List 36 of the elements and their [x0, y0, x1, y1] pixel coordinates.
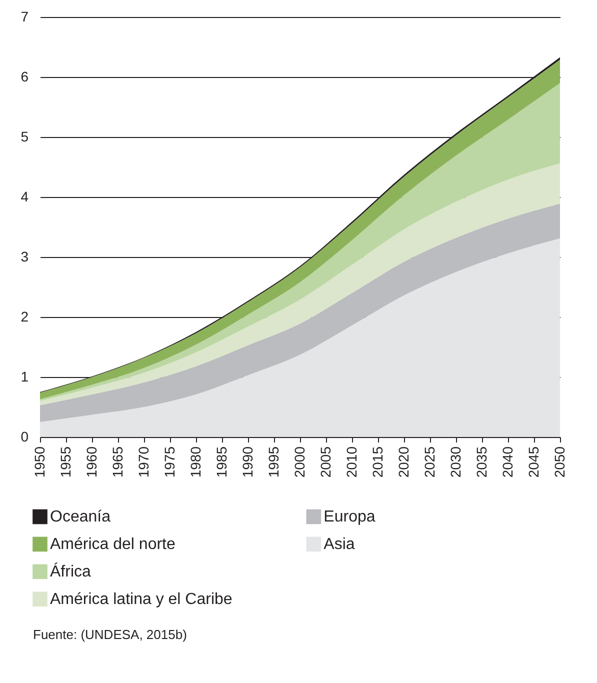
legend-label: Europa	[324, 508, 376, 526]
legend-label: Oceanía	[50, 508, 111, 526]
y-tick-label: 4	[20, 188, 29, 204]
y-tick-label: 2	[20, 308, 29, 324]
x-tick-label: 1980	[188, 446, 204, 478]
x-tick-label: 2015	[370, 446, 386, 478]
legend-label: Asia	[324, 536, 355, 554]
x-tick-label: 2050	[552, 446, 568, 478]
x-tick-label: 1965	[110, 446, 126, 478]
x-tick-label: 2040	[500, 446, 516, 478]
y-tick-label: 3	[20, 248, 29, 264]
y-tick-label: 0	[20, 428, 29, 444]
x-tick-label: 2025	[422, 446, 438, 478]
x-tick-label: 2000	[292, 446, 308, 478]
x-tick-label: 2035	[474, 446, 490, 478]
y-tick-label: 6	[20, 68, 29, 84]
x-tick-label: 2010	[344, 446, 360, 478]
x-tick-label: 1970	[136, 446, 152, 478]
x-tick-label: 1975	[162, 446, 178, 478]
x-tick-label: 1995	[266, 446, 282, 478]
y-tick-label: 1	[20, 368, 29, 384]
x-tick-label: 1985	[214, 446, 230, 478]
x-tick-label: 1990	[240, 446, 256, 478]
legend-label: América del norte	[50, 536, 176, 554]
x-tick-label: 1950	[32, 446, 48, 478]
x-tick-label: 1955	[58, 446, 74, 478]
y-tick-label: 5	[20, 128, 29, 144]
source-note: Fuente: (UNDESA, 2015b)	[33, 626, 187, 642]
x-tick-label: 2045	[526, 446, 542, 478]
x-tick-label: 1960	[84, 446, 100, 478]
x-tick-label: 2030	[448, 446, 464, 478]
legend-label: África	[50, 562, 91, 581]
x-tick-label: 2020	[396, 446, 412, 478]
legend-label: América latina y el Caribe	[50, 591, 232, 608]
y-tick-label: 7	[20, 8, 29, 24]
x-tick-label: 2005	[318, 446, 334, 478]
